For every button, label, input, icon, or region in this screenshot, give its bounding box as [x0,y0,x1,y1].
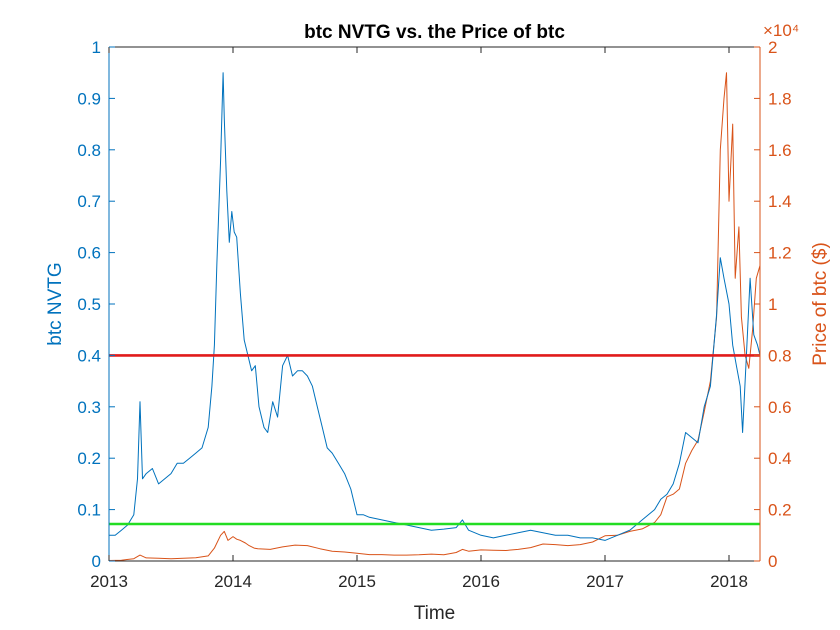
price-series-layer [108,72,761,561]
x-axis-label: Time [414,603,456,624]
y-right-tick-label: 0.2 [768,501,792,520]
y-left-tick-label: 0 [92,552,101,571]
y-right-tick-label: 1.4 [768,192,792,211]
y-right-tick-label: 0.6 [768,398,792,417]
right-axis-exponent: ×10⁴ [763,21,799,40]
nvtg-series-layer [109,72,761,541]
x-tick-label: 2014 [214,572,252,591]
y-right-tick-label: 0.4 [768,449,792,468]
nvtg-line [109,72,761,541]
y-left-tick-label: 0.7 [77,192,101,211]
chart-title: btc NVTG vs. the Price of btc [304,22,565,43]
x-tick-label: 2015 [338,572,376,591]
y-right-tick-label: 0.8 [768,346,792,365]
y-axis-right-label: Price of btc ($) [810,242,831,366]
tick-marks: 2013 2014 2015 2016 2017 2018 0 0.1 0.2 0.3 0.4 0.5… [77,38,791,591]
x-tick-label: 2017 [586,572,624,591]
y-left-tick-label: 0.6 [77,244,101,263]
x-tick-label: 2013 [90,572,128,591]
y-left-tick-label: 0.4 [77,346,101,365]
y-left-tick-label: 0.2 [77,449,101,468]
y-right-tick-label: 1.2 [768,244,792,263]
y-right-tick-label: 2 [768,38,777,57]
price-line [108,72,761,561]
x-tick-label: 2018 [710,572,748,591]
y-axis-left-label: btc NVTG [45,262,66,345]
y-right-tick-label: 1.8 [768,89,792,108]
y-left-tick-label: 0.5 [77,295,101,314]
plot-area [109,47,760,561]
threshold-lines [109,354,760,526]
y-left-tick-label: 0.1 [77,501,101,520]
y-left-tick-label: 1 [92,38,101,57]
y-right-tick-label: 1.6 [768,141,792,160]
x-tick-label: 2016 [462,572,500,591]
y-left-tick-label: 0.3 [77,398,101,417]
y-right-tick-label: 0 [768,552,777,571]
y-left-tick-label: 0.8 [77,141,101,160]
y-left-tick-label: 0.9 [77,89,101,108]
y-right-tick-label: 1 [768,295,777,314]
